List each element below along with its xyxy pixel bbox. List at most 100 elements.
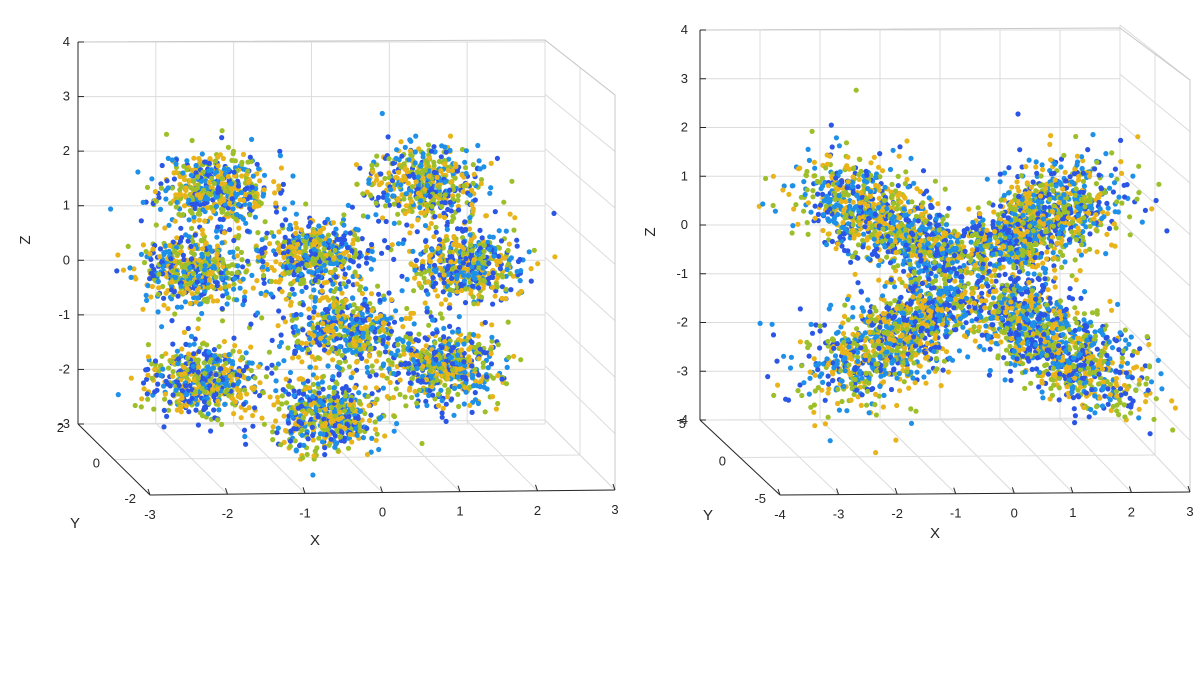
- data-point: [378, 313, 384, 319]
- data-point: [205, 296, 211, 302]
- data-point: [420, 167, 426, 173]
- data-point: [279, 401, 285, 407]
- data-point: [438, 168, 444, 174]
- data-point: [311, 287, 317, 293]
- data-point: [227, 200, 233, 206]
- data-point: [249, 272, 255, 278]
- data-point: [382, 238, 388, 244]
- data-point: [211, 180, 217, 187]
- data-point: [216, 407, 222, 413]
- data-point: [209, 269, 215, 275]
- data-point: [439, 204, 445, 210]
- data-point: [291, 291, 297, 297]
- data-point: [402, 210, 408, 217]
- data-point: [398, 164, 404, 170]
- data-point: [419, 440, 425, 447]
- data-point: [320, 386, 326, 392]
- data-point: [489, 322, 495, 328]
- data-point: [184, 391, 190, 398]
- data-point: [145, 372, 151, 378]
- data-point: [361, 301, 367, 308]
- data-point: [422, 335, 428, 341]
- data-point: [217, 216, 223, 222]
- data-point: [286, 391, 292, 397]
- data-point: [333, 226, 339, 232]
- data-point: [210, 208, 216, 214]
- data-point: [472, 197, 478, 203]
- data-point: [450, 288, 456, 294]
- data-point: [304, 263, 310, 269]
- data-point: [470, 180, 476, 186]
- data-point: [430, 197, 437, 203]
- data-point: [364, 451, 371, 458]
- data-point: [210, 386, 216, 392]
- data-point: [430, 392, 436, 398]
- data-point: [386, 156, 392, 162]
- data-point: [328, 405, 334, 411]
- data-point: [467, 279, 473, 286]
- data-point: [479, 294, 485, 300]
- data-point: [281, 254, 287, 260]
- data-point: [317, 229, 323, 235]
- data-point: [507, 211, 513, 217]
- data-point: [471, 257, 477, 263]
- data-point: [481, 242, 487, 249]
- data-point: [410, 357, 416, 363]
- data-point: [462, 369, 468, 375]
- data-point: [292, 438, 298, 444]
- data-point: [170, 392, 176, 398]
- data-point: [368, 412, 374, 418]
- data-point: [404, 305, 410, 312]
- data-point: [469, 339, 475, 345]
- data-point: [442, 192, 448, 198]
- data-point: [373, 385, 380, 391]
- data-point: [288, 428, 294, 434]
- data-point: [298, 227, 304, 233]
- data-point: [281, 206, 287, 212]
- data-point: [183, 341, 189, 347]
- data-point: [445, 167, 451, 173]
- data-point: [437, 311, 444, 317]
- data-point: [278, 442, 284, 448]
- data-point: [354, 335, 360, 341]
- data-point: [273, 279, 279, 285]
- data-point: [355, 237, 361, 243]
- data-point: [476, 158, 482, 164]
- data-point: [198, 292, 204, 298]
- data-point: [163, 243, 169, 249]
- data-point: [470, 332, 476, 338]
- data-point: [280, 271, 286, 277]
- data-point: [300, 327, 306, 333]
- data-point: [374, 177, 380, 183]
- data-point: [257, 380, 263, 386]
- data-point: [328, 436, 334, 442]
- data-point: [322, 406, 328, 412]
- data-point: [460, 189, 466, 195]
- data-point: [241, 427, 248, 433]
- data-point: [242, 186, 248, 192]
- data-point: [311, 229, 317, 235]
- data-point: [390, 160, 396, 166]
- data-point: [354, 181, 360, 187]
- data-point: [275, 323, 281, 329]
- data-point: [271, 267, 277, 273]
- data-point: [455, 374, 461, 380]
- data-point: [443, 418, 449, 424]
- data-point: [349, 204, 355, 210]
- data-point: [236, 349, 243, 355]
- data-point: [180, 170, 186, 176]
- data-point: [165, 155, 171, 161]
- data-point: [311, 389, 318, 395]
- data-point: [277, 153, 283, 159]
- data-point: [312, 298, 318, 304]
- data-point: [338, 236, 344, 242]
- data-point: [310, 472, 316, 478]
- data-point: [152, 389, 158, 395]
- data-point: [330, 374, 336, 380]
- data-point: [441, 272, 447, 278]
- data-point: [190, 186, 196, 192]
- data-point: [187, 280, 193, 286]
- data-point: [409, 184, 415, 190]
- data-point: [428, 374, 434, 380]
- data-point: [206, 160, 212, 166]
